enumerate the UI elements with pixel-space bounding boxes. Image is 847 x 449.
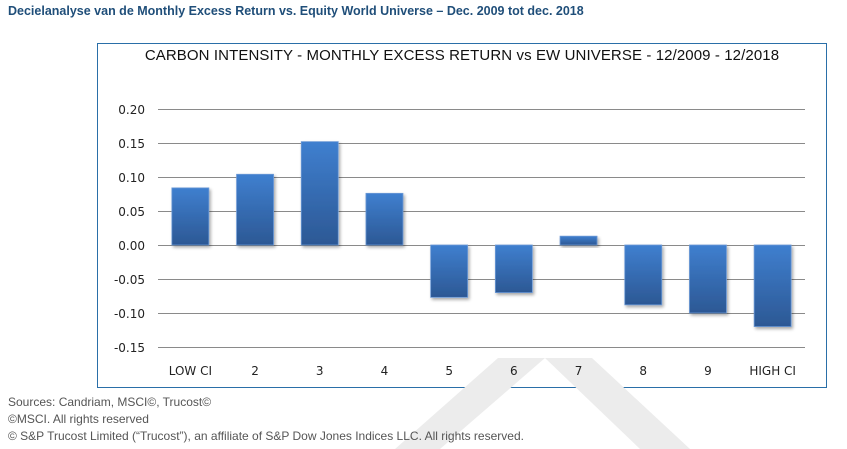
- x-category-label: 2: [251, 364, 259, 378]
- x-category-label: 3: [316, 364, 324, 378]
- y-axis-ticks: 0.20 0.15 0.10 0.05 0.00 -0.05 -0.10 -0.15: [114, 103, 145, 355]
- y-tick-label: 0.20: [118, 103, 145, 117]
- y-tick-label: 0.10: [118, 171, 145, 185]
- x-axis-labels: LOW CI 2 3 4 5 6 7 8 9 HIGH CI: [169, 364, 796, 378]
- x-category-label: LOW CI: [169, 364, 212, 378]
- y-tick-label: -0.10: [114, 307, 145, 321]
- bar: [494, 244, 533, 293]
- bars: [171, 141, 792, 327]
- page-title: Decielanalyse van de Monthly Excess Retu…: [8, 4, 584, 18]
- watermark-arrow-icon: [395, 358, 690, 449]
- bar: [689, 244, 727, 314]
- y-tick-label: -0.05: [114, 273, 145, 287]
- x-category-label: 7: [575, 364, 583, 378]
- bar: [300, 141, 339, 246]
- x-category-label: HIGH CI: [749, 364, 796, 378]
- bar: [236, 173, 274, 246]
- y-tick-label: 0.00: [118, 239, 145, 253]
- bar: [559, 235, 598, 246]
- x-category-label: 9: [704, 364, 712, 378]
- chart-frame: [97, 43, 827, 388]
- bar: [430, 244, 469, 298]
- x-category-label: 4: [381, 364, 389, 378]
- x-category-label: 6: [510, 364, 518, 378]
- bar: [753, 244, 792, 327]
- y-tick-label: -0.15: [114, 341, 145, 355]
- bar: [624, 244, 663, 306]
- y-tick-label: 0.05: [118, 205, 145, 219]
- x-category-label: 5: [445, 364, 453, 378]
- footer-sources: Sources: Candriam, MSCI©, Trucost©: [8, 395, 212, 409]
- footer-trucost-copyright: © S&P Trucost Limited (“Trucost”), an af…: [8, 429, 524, 443]
- bar: [171, 187, 210, 246]
- chart-title: CARBON INTENSITY - MONTHLY EXCESS RETURN…: [144, 47, 780, 64]
- footer-msci-copyright: ©MSCI. All rights reserved: [8, 412, 149, 426]
- y-tick-label: 0.15: [118, 137, 145, 151]
- x-category-label: 8: [639, 364, 647, 378]
- bar: [365, 192, 404, 246]
